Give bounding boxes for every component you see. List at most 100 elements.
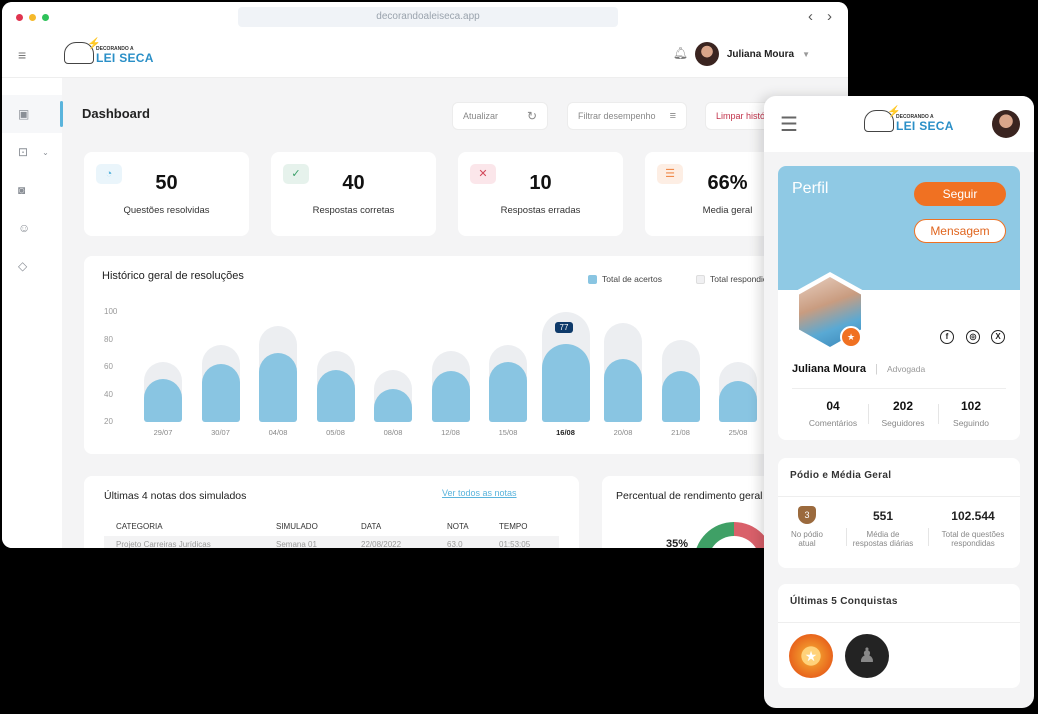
chess-pawn-icon[interactable]: ♟	[845, 634, 889, 678]
star-badge-icon: ★	[840, 326, 862, 348]
filter-icon: ≡	[669, 110, 676, 122]
col-header[interactable]: SIMULADO	[276, 522, 318, 531]
x-tick: 25/08	[728, 428, 748, 437]
y-tick: 80	[104, 334, 113, 344]
minimize-dot[interactable]	[29, 13, 36, 21]
bar-correct[interactable]	[719, 380, 757, 422]
divider	[778, 622, 1020, 623]
instagram-icon[interactable]: ◎	[966, 330, 980, 344]
message-button[interactable]: Mensagem	[914, 219, 1006, 243]
achievements-title: Últimas 5 Conquistas	[790, 596, 898, 607]
back-arrow-icon[interactable]: ‹	[808, 8, 813, 25]
url-bar[interactable]: decorandoaleiseca.app	[238, 7, 618, 27]
bell-icon[interactable]: 🔔︎	[672, 46, 688, 60]
maximize-dot[interactable]	[42, 13, 49, 21]
col-header[interactable]: NOTA	[447, 522, 469, 531]
stat-card-resolved: ◔ 50 Questões resolvidas	[84, 152, 249, 236]
avatar[interactable]	[992, 110, 1020, 138]
refresh-icon: ↻	[526, 109, 537, 123]
bar-correct[interactable]	[201, 364, 240, 422]
stat-label: Media geral	[702, 205, 753, 216]
logo-big-text: LEI SECA	[96, 51, 154, 65]
count-comments[interactable]: 04 Comentários	[808, 399, 858, 428]
list-icon: ☰	[657, 164, 683, 184]
logo-big-text: LEI SECA	[896, 119, 954, 133]
sidebar-item-premium[interactable]: ◇	[2, 247, 62, 285]
legend-total[interactable]: Total respondic	[696, 274, 767, 284]
stat-value: 66%	[707, 172, 748, 194]
close-dot[interactable]	[16, 13, 23, 21]
y-tick: 20	[104, 417, 113, 426]
sidebar-item-search[interactable]: ⊡ ⌄	[2, 133, 62, 171]
col-header[interactable]: TEMPO	[499, 522, 528, 531]
desktop-window: decorandoaleiseca.app ‹ › ≡ ⚡ DECORANDO …	[2, 2, 848, 548]
stat-value: 40	[342, 172, 365, 194]
table-row[interactable]: Projeto Carreiras Jurídicas Semana 01 22…	[104, 536, 559, 548]
y-tick: 60	[104, 362, 113, 371]
legend-correct[interactable]: Total de acertos	[588, 274, 662, 284]
main-content: Dashboard Atualizar ↻ Filtrar desempenho ≡…	[62, 78, 848, 548]
x-tick: 21/08	[671, 428, 690, 437]
sidebar-item-group[interactable]: ☺	[2, 209, 62, 247]
stat-card-wrong: ✕ 10 Respostas erradas	[458, 152, 623, 236]
stat-label: Questões resolvidas	[123, 205, 210, 216]
stat-label: Respostas corretas	[312, 205, 395, 216]
x-tick: 29/07	[153, 428, 173, 437]
mobile-top-bar: ☰ ⚡ DECORANDO A LEI SECA	[764, 96, 1034, 152]
pie-icon: ◔	[96, 164, 122, 184]
bar-correct[interactable]	[259, 353, 297, 422]
y-tick: 40	[104, 389, 113, 399]
bar-correct[interactable]	[661, 371, 700, 422]
cell: Semana 01	[276, 540, 317, 548]
performance-card: Percentual de rendimento geral 35%	[602, 476, 782, 548]
brain-book-icon: ⚡	[864, 106, 901, 132]
bar-correct[interactable]	[316, 369, 355, 422]
divider	[792, 388, 1006, 389]
menu-icon[interactable]: ≡	[18, 46, 27, 63]
user-menu[interactable]: Juliana Moura ▼	[694, 42, 810, 66]
user-name: Juliana Moura	[726, 48, 795, 60]
refresh-button[interactable]: Atualizar ↻	[452, 102, 548, 130]
sidebar-item-dashboard[interactable]: ▣	[2, 95, 63, 133]
history-chart: Histórico geral de resoluções Total de a…	[84, 256, 784, 454]
see-all-notes-link[interactable]: Ver todos as notas	[442, 488, 517, 498]
follow-button[interactable]: Seguir	[914, 182, 1006, 206]
facebook-icon[interactable]: f	[940, 330, 954, 344]
logo[interactable]: ⚡ DECORANDO A LEI SECA	[64, 38, 154, 65]
logo-small-text: DECORANDO A	[96, 46, 134, 52]
profile-title: Perfil	[792, 180, 829, 197]
bar-correct[interactable]	[489, 361, 527, 422]
diamond-icon: ◇	[18, 259, 28, 273]
sidebar: ▣ ⊡ ⌄ ◙ ☺ ◇	[2, 78, 63, 548]
forward-arrow-icon[interactable]: ›	[827, 8, 832, 25]
table-header: CATEGORIA SIMULADO DATA NOTA TEMPO	[104, 518, 559, 536]
cell: 01:53:05	[499, 540, 531, 548]
bar-correct[interactable]	[541, 343, 590, 422]
count-following[interactable]: 102 Seguindo	[953, 399, 989, 428]
donut-chart	[694, 522, 774, 548]
bar-correct[interactable]	[604, 358, 642, 422]
bar-correct[interactable]	[431, 371, 470, 422]
check-icon: ✓	[283, 164, 309, 184]
bar-correct[interactable]	[374, 389, 412, 422]
stat-card-correct: ✓ 40 Respostas corretas	[271, 152, 436, 236]
col-header[interactable]: DATA	[361, 522, 382, 531]
trophy-icon: 3	[798, 506, 816, 524]
sidebar-item-settings[interactable]: ◙	[2, 171, 62, 209]
dashboard-icon: ▣	[18, 107, 30, 121]
profile-name: Juliana Moura	[792, 363, 866, 375]
podium-rank-label: No pódio atual	[790, 530, 824, 548]
col-header[interactable]: CATEGORIA	[116, 522, 163, 531]
count-followers[interactable]: 202 Seguidores	[881, 399, 925, 428]
filter-button[interactable]: Filtrar desempenho ≡	[567, 102, 687, 130]
x-twitter-icon[interactable]: X	[991, 330, 1005, 344]
bar-correct[interactable]	[144, 379, 182, 422]
chevron-down-icon: ▼	[802, 49, 810, 59]
achievements-card: Últimas 5 Conquistas ★ ♟	[778, 584, 1020, 688]
x-tick: 20/08	[613, 428, 633, 437]
legend-label: Total de acertos	[602, 274, 663, 284]
star-medal-icon[interactable]: ★	[789, 634, 833, 678]
stat-value: 50	[155, 172, 178, 194]
menu-icon[interactable]: ☰	[780, 114, 798, 136]
mobile-logo[interactable]: ⚡ DECORANDO A LEI SECA	[864, 106, 954, 133]
